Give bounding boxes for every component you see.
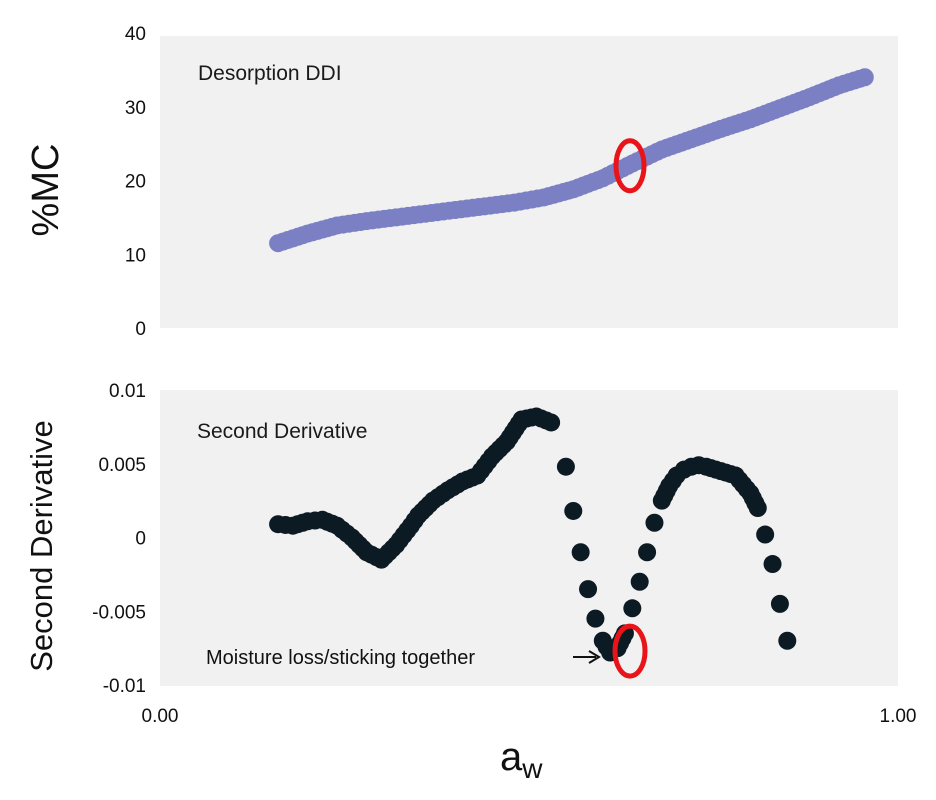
bottom-x-ticks: 0.00 1.00: [142, 706, 917, 727]
top-y-axis-label: %MC: [25, 144, 67, 237]
bottom-point-22: [571, 543, 590, 562]
bottom-point-21: [564, 501, 583, 520]
bottom-series: [269, 407, 797, 662]
callout-arrow: [573, 650, 601, 664]
bottom-x-tick-label: 1.00: [880, 706, 917, 727]
x-axis-label-subscript: w: [521, 753, 543, 784]
bottom-y-tick-label: 0.005: [98, 455, 146, 476]
bottom-point-45: [763, 555, 782, 574]
bottom-y-ticks: -0.01 -0.005 0 0.005 0.01: [92, 381, 146, 697]
callout-text: Moisture loss/sticking together: [206, 647, 475, 669]
top-plot-background: [160, 36, 898, 328]
bottom-point-20: [556, 457, 575, 476]
bottom-point-30: [630, 572, 649, 591]
top-highlight-ring: [613, 138, 647, 194]
bottom-point-32: [645, 513, 664, 532]
top-y-tick-label: 10: [125, 245, 146, 266]
bottom-y-tick-label: 0.01: [109, 381, 146, 402]
bottom-point-31: [638, 543, 657, 562]
top-point-20: [855, 68, 874, 87]
top-annotation: Desorption DDI: [198, 62, 342, 85]
bottom-point-47: [778, 631, 797, 650]
bottom-y-axis-label: Second Derivative: [24, 420, 59, 672]
bottom-plot-background: [160, 390, 898, 686]
bottom-y-tick-label: -0.005: [92, 602, 146, 623]
bottom-x-tick-label: 0.00: [142, 706, 179, 727]
bottom-point-44: [756, 525, 775, 544]
bottom-y-tick-label: 0: [135, 529, 146, 550]
top-y-ticks: 0 10 20 30 40: [125, 24, 146, 340]
top-series: [269, 68, 874, 253]
bottom-point-46: [770, 594, 789, 613]
bottom-y-tick-label: -0.01: [103, 676, 146, 697]
top-y-tick-label: 0: [135, 319, 146, 340]
top-y-tick-label: 40: [125, 24, 146, 45]
bottom-annotation: Second Derivative: [197, 420, 367, 443]
bottom-point-43: [748, 499, 767, 517]
x-axis-label-main: a: [500, 735, 523, 779]
bottom-highlight-ring: [612, 623, 648, 679]
bottom-panel: -0.01 -0.005 0 0.005 0.01 0.00 1.00 Second De…: [24, 381, 916, 784]
top-y-tick-label: 30: [125, 98, 146, 119]
top-panel: 0 10 20 30 40 Desorption DDI %MC: [25, 24, 898, 340]
bottom-point-19: [542, 413, 561, 432]
bottom-point-23: [579, 580, 598, 599]
bottom-point-29: [623, 599, 642, 618]
top-y-tick-label: 20: [125, 172, 146, 193]
x-axis-label: aw: [500, 735, 543, 784]
bottom-point-24: [586, 609, 605, 628]
